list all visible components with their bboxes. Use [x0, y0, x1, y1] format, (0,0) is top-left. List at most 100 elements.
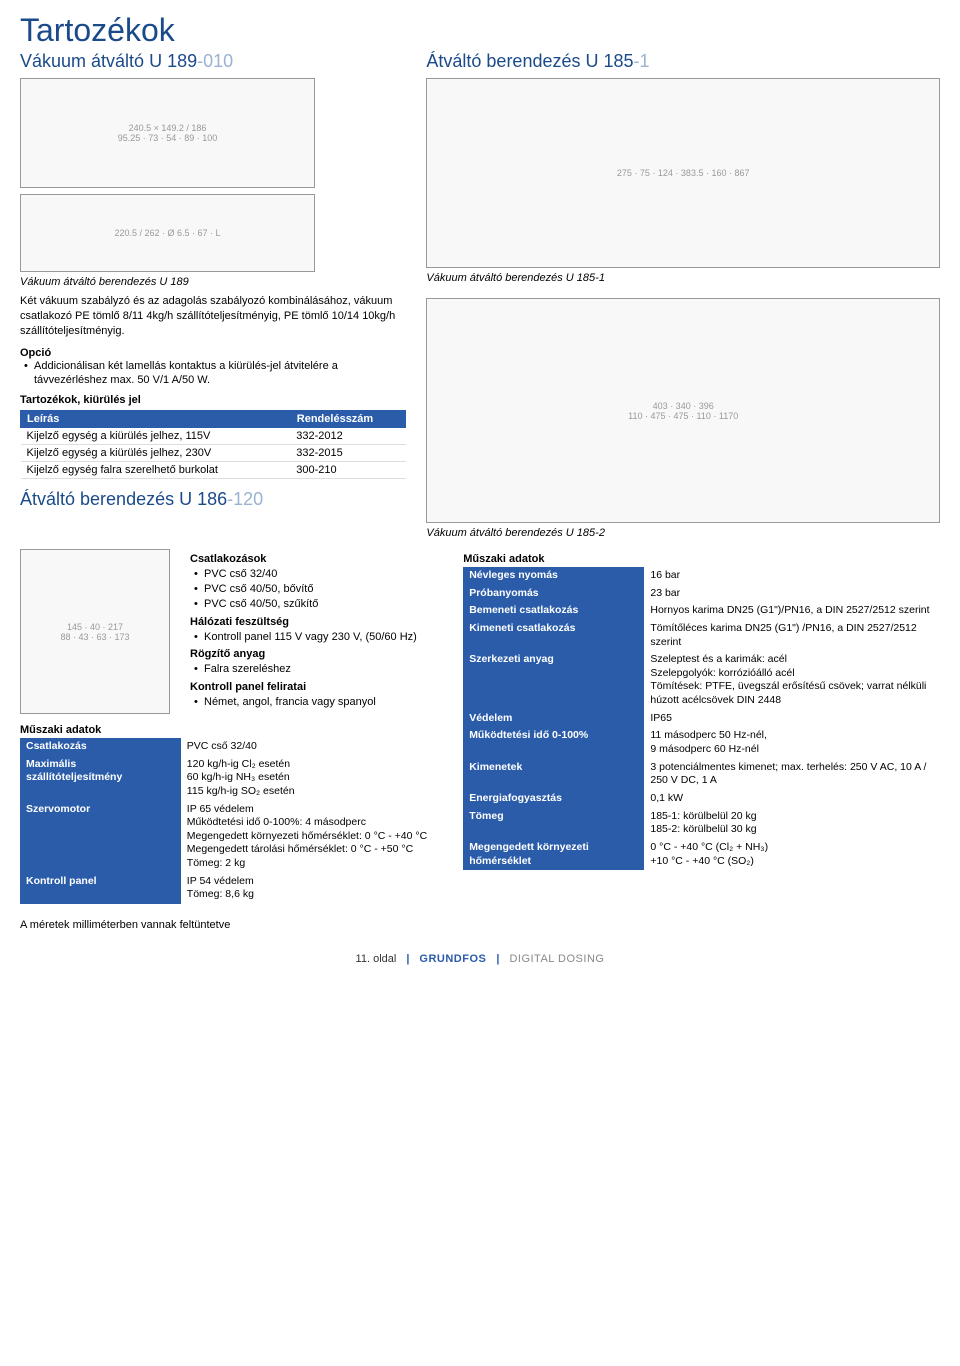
heading-u186-main: Átváltó berendezés U 186 — [20, 489, 227, 509]
footer-brand: GRUNDFOS — [419, 953, 486, 965]
left-spec-table: CsatlakozásPVC cső 32/40Maximális szállí… — [20, 738, 443, 904]
heading-u186-suffix: -120 — [227, 489, 263, 509]
spec-key: Megengedett környezeti hőmérséklet — [463, 839, 644, 870]
desc-u189: Két vákuum szabályzó és az adagolás szab… — [20, 294, 406, 339]
fix-item: Falra szereléshez — [190, 662, 443, 677]
connections-title: Csatlakozások — [190, 553, 443, 565]
spec-val: 185-1: körülbelül 20 kg185-2: körülbelül… — [644, 808, 940, 839]
spec-val: 0 °C - +40 °C (Cl₂ + NH₃)+10 °C - +40 °C… — [644, 839, 940, 870]
acc-desc: Kijelző egység falra szerelhető burkolat — [21, 462, 291, 479]
spec-val: 120 kg/h-ig Cl₂ esetén60 kg/h-ig NH₃ ese… — [181, 756, 443, 801]
page-title: Tartozékok — [20, 12, 940, 49]
panel-title: Kontroll panel feliratai — [190, 681, 443, 693]
spec-key: Kimenetek — [463, 759, 644, 790]
drawing-u189-side: 220.5 / 262 · Ø 6.5 · 67 · L — [20, 194, 315, 272]
heading-u185-suffix: -1 — [634, 51, 650, 71]
spec-key: Maximális szállítóteljesítmény — [20, 756, 181, 801]
table-row: Bemeneti csatlakozásHornyos karima DN25 … — [463, 602, 940, 620]
page-footer: 11. oldal | GRUNDFOS | DIGITAL DOSING — [20, 953, 940, 965]
footer-sep-1: | — [406, 953, 409, 965]
acc-col2: Rendelésszám — [290, 411, 406, 428]
spec-val: Hornyos karima DN25 (G1")/PN16, a DIN 25… — [644, 602, 940, 620]
heading-u189-suffix: -010 — [197, 51, 233, 71]
acc-num: 300-210 — [290, 462, 406, 479]
spec-val: PVC cső 32/40 — [181, 738, 443, 756]
table-row: VédelemIP65 — [463, 710, 940, 728]
dimensions-note: A méretek milliméterben vannak feltüntet… — [20, 918, 940, 933]
spec-val: 16 bar — [644, 567, 940, 585]
spec-val: 11 másodperc 50 Hz-nél, 9 másodperc 60 H… — [644, 727, 940, 758]
spec-key: Csatlakozás — [20, 738, 181, 756]
spec-val: IP 65 védelemMűködtetési idő 0-100%: 4 m… — [181, 801, 443, 873]
spec-key: Energiafogyasztás — [463, 790, 644, 808]
table-row: Kontroll panelIP 54 védelemTömeg: 8,6 kg — [20, 873, 443, 904]
table-row: Megengedett környezeti hőmérséklet0 °C -… — [463, 839, 940, 870]
spec-val: 3 potenciálmentes kimenet; max. terhelés… — [644, 759, 940, 790]
footer-tag: DIGITAL DOSING — [509, 953, 604, 965]
left-spec-title: Műszaki adatok — [20, 724, 443, 736]
drawing-u185-1: 275 · 75 · 124 · 383.5 · 160 · 867 — [426, 78, 940, 268]
table-row: Működtetési idő 0-100%11 másodperc 50 Hz… — [463, 727, 940, 758]
list-item: PVC cső 40/50, bővítő — [190, 582, 443, 597]
right-spec-title: Műszaki adatok — [463, 553, 940, 565]
drawing-u186: 145 · 40 · 21788 · 43 · 63 · 173 — [20, 549, 170, 714]
footer-sep-2: | — [496, 953, 499, 965]
heading-u185: Átváltó berendezés U 185-1 — [426, 51, 940, 72]
table-row: Energiafogyasztás0,1 kW — [463, 790, 940, 808]
voltage-item: Kontroll panel 115 V vagy 230 V, (50/60 … — [190, 630, 443, 645]
panel-item: Német, angol, francia vagy spanyol — [190, 695, 443, 710]
table-row: Próbanyomás23 bar — [463, 585, 940, 603]
caption-u185-2: Vákuum átváltó berendezés U 185-2 — [426, 527, 940, 539]
spec-val: IP 54 védelemTömeg: 8,6 kg — [181, 873, 443, 904]
table-row: Kimenetek3 potenciálmentes kimenet; max.… — [463, 759, 940, 790]
right-spec-table: Névleges nyomás16 barPróbanyomás23 barBe… — [463, 567, 940, 870]
spec-key: Próbanyomás — [463, 585, 644, 603]
spec-val: 0,1 kW — [644, 790, 940, 808]
spec-val: Szeleptest és a karimák: acélSzelepgolyó… — [644, 651, 940, 710]
spec-key: Bemeneti csatlakozás — [463, 602, 644, 620]
acc-col1: Leírás — [21, 411, 291, 428]
table-row: Szerkezeti anyagSzeleptest és a karimák:… — [463, 651, 940, 710]
option-label: Opció — [20, 347, 406, 359]
caption-u189: Vákuum átváltó berendezés U 189 — [20, 276, 406, 288]
table-row: Kijelző egység a kiürülés jelhez, 230V33… — [21, 445, 406, 462]
option-item: Addicionálisan két lamellás kontaktus a … — [20, 359, 406, 389]
drawing-u185-2: 403 · 340 · 396110 · 475 · 475 · 110 · 1… — [426, 298, 940, 523]
spec-key: Működtetési idő 0-100% — [463, 727, 644, 758]
table-row: Kijelző egység a kiürülés jelhez, 115V33… — [21, 428, 406, 445]
acc-desc: Kijelző egység a kiürülés jelhez, 230V — [21, 445, 291, 462]
acc-num: 332-2012 — [290, 428, 406, 445]
drawing-u189-front: 240.5 × 149.2 / 18695.25 · 73 · 54 · 89 … — [20, 78, 315, 188]
spec-key: Tömeg — [463, 808, 644, 839]
table-row: Névleges nyomás16 bar — [463, 567, 940, 585]
heading-u189-main: Vákuum átváltó U 189 — [20, 51, 197, 71]
spec-key: Szerkezeti anyag — [463, 651, 644, 710]
spec-val: Tömítőléces karima DN25 (G1") /PN16, a D… — [644, 620, 940, 651]
table-row: Tömeg185-1: körülbelül 20 kg185-2: körül… — [463, 808, 940, 839]
spec-key: Névleges nyomás — [463, 567, 644, 585]
fix-title: Rögzítő anyag — [190, 648, 443, 660]
table-row: CsatlakozásPVC cső 32/40 — [20, 738, 443, 756]
heading-u189: Vákuum átváltó U 189-010 — [20, 51, 406, 72]
list-item: PVC cső 40/50, szűkítő — [190, 597, 443, 612]
heading-u186: Átváltó berendezés U 186-120 — [20, 489, 406, 510]
table-row: Kijelző egység falra szerelhető burkolat… — [21, 462, 406, 479]
spec-val: IP65 — [644, 710, 940, 728]
spec-val: 23 bar — [644, 585, 940, 603]
table-row: SzervomotorIP 65 védelemMűködtetési idő … — [20, 801, 443, 873]
accessories-title: Tartozékok, kiürülés jel — [20, 394, 406, 406]
acc-desc: Kijelző egység a kiürülés jelhez, 115V — [21, 428, 291, 445]
list-item: PVC cső 32/40 — [190, 567, 443, 582]
footer-page: 11. oldal — [356, 953, 397, 965]
table-row: Kimeneti csatlakozásTömítőléces karima D… — [463, 620, 940, 651]
heading-u185-main: Átváltó berendezés U 185 — [426, 51, 633, 71]
spec-key: Védelem — [463, 710, 644, 728]
spec-key: Kimeneti csatlakozás — [463, 620, 644, 651]
spec-key: Kontroll panel — [20, 873, 181, 904]
spec-key: Szervomotor — [20, 801, 181, 873]
accessories-table: Leírás Rendelésszám Kijelző egység a kiü… — [20, 410, 406, 479]
voltage-title: Hálózati feszültség — [190, 616, 443, 628]
table-row: Maximális szállítóteljesítmény120 kg/h-i… — [20, 756, 443, 801]
caption-u185-1: Vákuum átváltó berendezés U 185-1 — [426, 272, 940, 284]
acc-num: 332-2015 — [290, 445, 406, 462]
